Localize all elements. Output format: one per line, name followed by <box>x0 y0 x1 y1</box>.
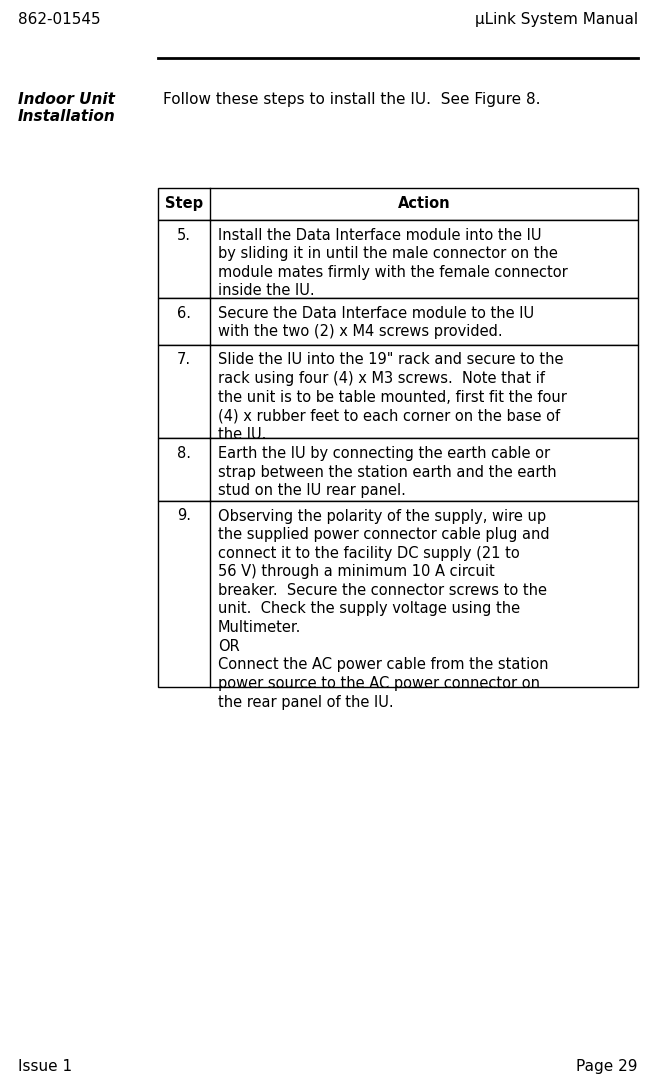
Text: μLink System Manual: μLink System Manual <box>475 12 638 27</box>
Text: 6.: 6. <box>177 305 191 320</box>
Text: Earth the IU by connecting the earth cable or
strap between the station earth an: Earth the IU by connecting the earth cab… <box>218 446 557 498</box>
Bar <box>158 344 638 438</box>
Text: 8.: 8. <box>177 446 191 460</box>
Text: Step: Step <box>165 195 203 211</box>
Text: Action: Action <box>398 195 450 211</box>
Text: Indoor Unit: Indoor Unit <box>18 92 115 108</box>
Text: Follow these steps to install the IU.  See Figure 8.: Follow these steps to install the IU. Se… <box>163 92 541 108</box>
Bar <box>158 438 638 501</box>
Text: Secure the Data Interface module to the IU
with the two (2) x M4 screws provided: Secure the Data Interface module to the … <box>218 305 534 339</box>
Text: Install the Data Interface module into the IU
by sliding it in until the male co: Install the Data Interface module into t… <box>218 227 567 299</box>
Text: Observing the polarity of the supply, wire up
the supplied power connector cable: Observing the polarity of the supply, wi… <box>218 508 550 709</box>
Bar <box>158 219 638 298</box>
Bar <box>158 501 638 687</box>
Text: 7.: 7. <box>177 353 191 367</box>
Text: Installation: Installation <box>18 109 115 124</box>
Text: Page 29: Page 29 <box>577 1059 638 1074</box>
Bar <box>158 188 638 219</box>
Text: 862-01545: 862-01545 <box>18 12 100 27</box>
Text: Slide the IU into the 19" rack and secure to the
rack using four (4) x M3 screws: Slide the IU into the 19" rack and secur… <box>218 353 567 442</box>
Text: 5.: 5. <box>177 227 191 242</box>
Text: 9.: 9. <box>177 508 191 523</box>
Bar <box>158 298 638 344</box>
Text: Issue 1: Issue 1 <box>18 1059 72 1074</box>
